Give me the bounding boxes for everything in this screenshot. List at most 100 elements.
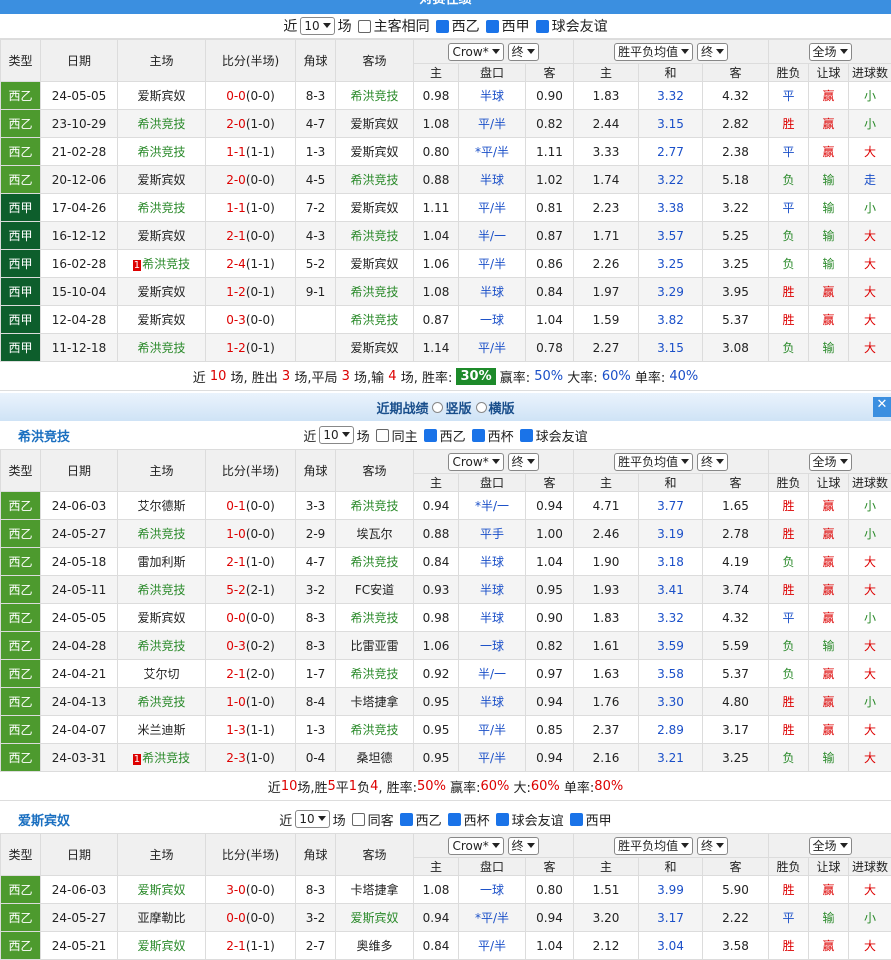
date: 17-04-26 [41,194,118,222]
odds: 1.93 [574,576,639,604]
score: 1-3(1-1) [206,716,296,744]
checkbox[interactable] [352,813,365,826]
team-name: 爱斯宾奴 [18,810,70,829]
dropdown[interactable]: 终 [697,453,728,471]
home-team: 爱斯宾奴 [118,932,206,960]
dropdown[interactable]: 胜平负均值 [614,453,693,471]
count-select[interactable]: 10 [300,17,334,35]
odds: 1.51 [574,876,639,904]
dropdown[interactable]: 终 [697,43,728,61]
result: 胜 [769,876,809,904]
checkbox[interactable] [436,20,449,33]
score: 2-0(1-0) [206,110,296,138]
home-team: 希洪竞技 [118,194,206,222]
summary-part: 4 [370,779,378,794]
half-score: (1-0) [246,555,275,569]
dropdown[interactable]: Crow* [448,453,503,471]
checkbox[interactable] [400,813,413,826]
checkbox[interactable] [570,813,583,826]
checkbox[interactable] [424,429,437,442]
handicap-line: 平/半 [459,744,526,772]
checkbox[interactable] [520,429,533,442]
count-select[interactable]: 10 [295,810,329,828]
odds: 2.78 [703,520,769,548]
result: 负 [769,744,809,772]
dropdown[interactable]: 终 [508,453,539,471]
dropdown[interactable]: Crow* [448,43,503,61]
corners: 3-2 [296,904,336,932]
sub-header: 盘口 [459,474,526,492]
count-select[interactable]: 10 [319,426,353,444]
league: 西乙 [1,166,41,194]
sub-header: 胜负 [769,474,809,492]
result: 大 [849,138,891,166]
odds: 0.84 [414,932,459,960]
dropdown[interactable]: 终 [508,837,539,855]
select-header: Crow* 终 [414,40,574,64]
result: 输 [809,334,849,362]
odds: 1.63 [574,660,639,688]
date: 24-05-21 [41,932,118,960]
team: 爱斯宾奴 [137,229,185,243]
radio[interactable] [432,402,443,413]
result: 赢 [809,520,849,548]
checkbox[interactable] [448,813,461,826]
dropdown[interactable]: 全场 [809,43,852,61]
checkbox[interactable] [486,20,499,33]
column-header: 日期 [41,450,118,492]
result: 大 [849,222,891,250]
dropdown[interactable]: 终 [508,43,539,61]
checkbox[interactable] [496,813,509,826]
select-header: 胜平负均值 终 [574,40,769,64]
checkbox[interactable] [376,429,389,442]
handicap-line: 半球 [459,688,526,716]
league: 西乙 [1,548,41,576]
result: 赢 [809,110,849,138]
filter-text: 近 [303,426,316,445]
team: 爱斯宾奴 [137,285,185,299]
dropdown[interactable]: Crow* [448,837,503,855]
half-score: (1-1) [246,257,275,271]
odds: 0.84 [414,548,459,576]
result: 负 [769,250,809,278]
date: 24-05-05 [41,604,118,632]
dropdown[interactable]: 终 [697,837,728,855]
score: 0-0(0-0) [206,904,296,932]
corners: 1-7 [296,660,336,688]
full-score: 0-3 [226,639,246,653]
checkbox[interactable] [472,429,485,442]
team: 希洪竞技 [137,695,185,709]
result: 赢 [809,932,849,960]
dropdown[interactable]: 全场 [809,837,852,855]
result: 胜 [769,278,809,306]
checkbox-label: 西乙 [416,810,442,829]
odds: 3.30 [639,688,703,716]
corners: 9-1 [296,278,336,306]
radio[interactable] [476,402,487,413]
dropdown[interactable]: 胜平负均值 [614,43,693,61]
odds: 1.74 [574,166,639,194]
home-team: 爱斯宾奴 [118,222,206,250]
team: 希洪竞技 [137,201,185,215]
dropdown[interactable]: 全场 [809,453,852,471]
odds: 1.97 [574,278,639,306]
odds: 3.19 [639,520,703,548]
checkbox[interactable] [358,20,371,33]
date: 24-04-13 [41,688,118,716]
dropdown[interactable]: 胜平负均值 [614,837,693,855]
checkbox[interactable] [536,20,549,33]
odds: 4.32 [703,82,769,110]
score: 0-0(0-0) [206,82,296,110]
odds: 5.18 [703,166,769,194]
half-score: (2-0) [246,667,275,681]
odds: 5.37 [703,306,769,334]
result: 赢 [809,688,849,716]
select-header: 全场 [769,450,891,474]
close[interactable]: ✕ [873,397,891,417]
summary-part: 大: [509,777,531,796]
